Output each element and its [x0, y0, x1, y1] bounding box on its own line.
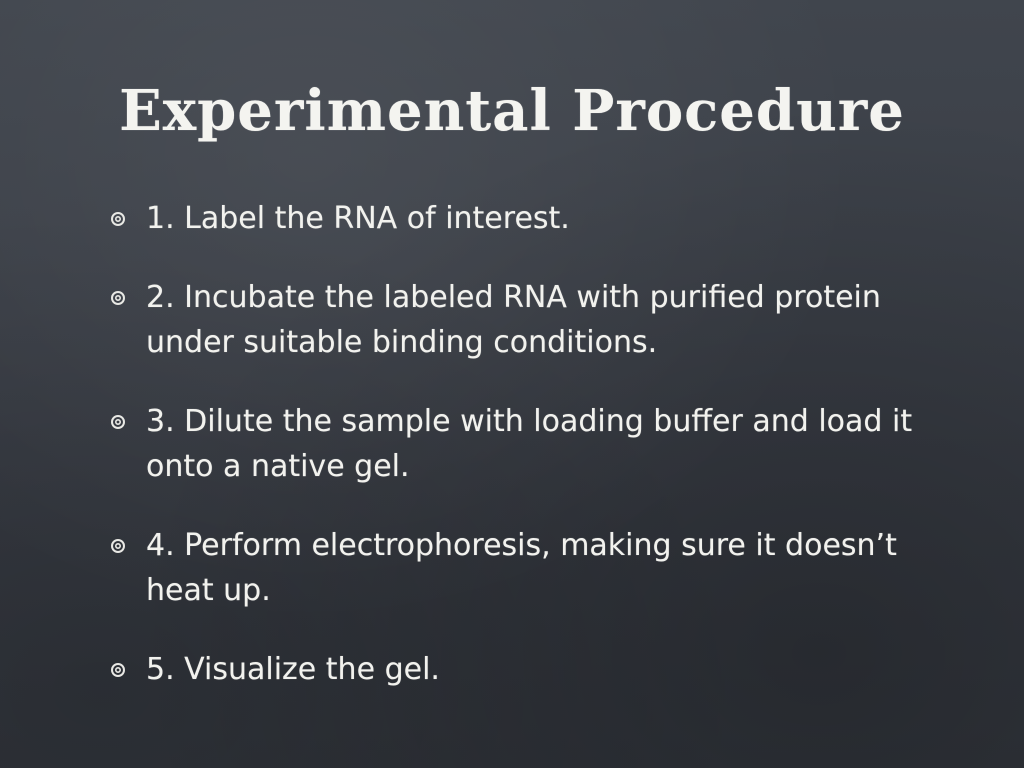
- list-item-text: 5. Visualize the gel.: [146, 652, 440, 687]
- list-item: 2. Incubate the labeled RNA with purifie…: [108, 275, 948, 365]
- list-item-text: 4. Perform electrophoresis, making sure …: [146, 528, 897, 608]
- list-item-text: 2. Incubate the labeled RNA with purifie…: [146, 280, 881, 360]
- list-item: 4. Perform electrophoresis, making sure …: [108, 523, 948, 613]
- chalk-spiral-bullet-icon: [110, 414, 126, 430]
- list-item-text: 3. Dilute the sample with loading buffer…: [146, 404, 913, 484]
- chalk-spiral-bullet-icon: [110, 290, 126, 306]
- list-item: 5. Visualize the gel.: [108, 647, 948, 692]
- chalk-spiral-bullet-icon: [110, 538, 126, 554]
- slide-title: Experimental Procedure: [119, 78, 905, 144]
- chalk-spiral-bullet-icon: [110, 211, 126, 227]
- procedure-list: 1. Label the RNA of interest. 2. Incubat…: [108, 196, 948, 692]
- chalk-spiral-bullet-icon: [110, 662, 126, 678]
- list-item-text: 1. Label the RNA of interest.: [146, 201, 570, 236]
- list-item: 3. Dilute the sample with loading buffer…: [108, 399, 948, 489]
- list-item: 1. Label the RNA of interest.: [108, 196, 948, 241]
